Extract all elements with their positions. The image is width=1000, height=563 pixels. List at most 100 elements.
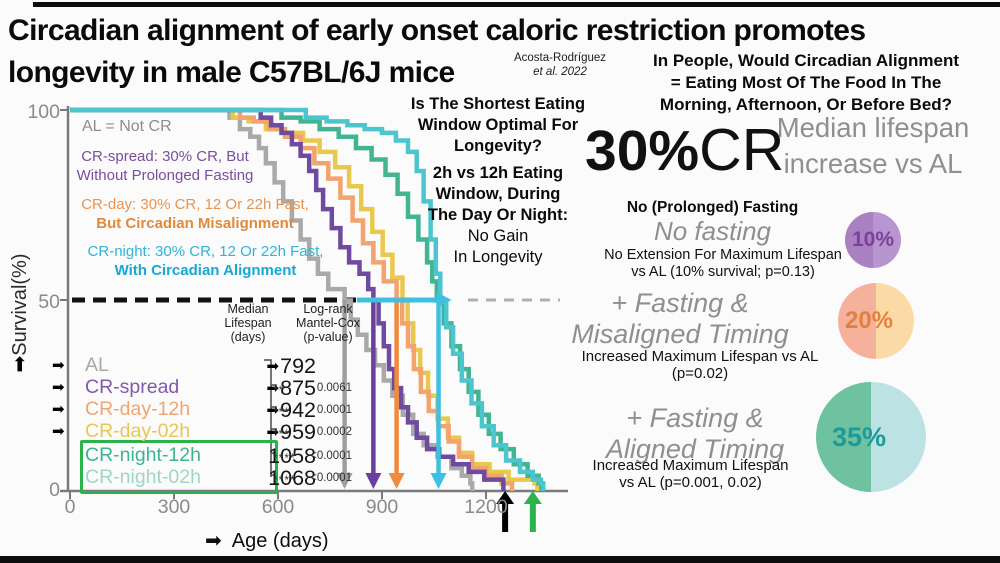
eating-window-question: Is The Shortest Eating Window Optimal Fo… bbox=[392, 94, 604, 268]
table-header-median-line3: (days) bbox=[230, 330, 266, 344]
table-row: CR-night-12h 1058 **** <0.0001 bbox=[50, 444, 370, 468]
row-label: CR-night-02h bbox=[85, 466, 201, 488]
section3-body: Increased Maximum Lifespan vs AL (p=0.00… bbox=[563, 457, 818, 491]
table-row: ➡ CR-day-12h ➡942 *** 0.0001 bbox=[50, 398, 370, 422]
significance-stars: **** bbox=[273, 473, 296, 487]
cr-label: CR bbox=[699, 117, 785, 183]
table-header-logrank-line2: Mantel-Cox bbox=[296, 316, 360, 330]
p-value: 0.0061 bbox=[316, 382, 352, 394]
p-value: 0.0002 bbox=[316, 426, 352, 438]
table-header-median-line2: Lifespan bbox=[224, 316, 272, 330]
mid-answer-line3: The Day Or Night: bbox=[427, 206, 569, 224]
row-label: AL bbox=[85, 354, 109, 376]
y-tick-100: 100 bbox=[27, 101, 60, 123]
legend-cr-day-line2: But Circadian Misalignment bbox=[96, 214, 294, 232]
row-label: CR-day-12h bbox=[85, 398, 191, 420]
x-axis-label-text: Age (days) bbox=[231, 530, 329, 552]
row-value: 942 bbox=[280, 398, 316, 422]
cr-night-highlight-box bbox=[80, 440, 278, 494]
people-question-line1: In People, Would Circadian Alignment bbox=[652, 51, 960, 70]
row-label: CR-night-12h bbox=[85, 444, 201, 466]
citation-year: et al. 2022 bbox=[533, 66, 587, 78]
x-axis-arrow-icon: ➡ bbox=[205, 530, 222, 552]
pie-20-percent: 20% bbox=[838, 283, 914, 359]
row-label: CR-day-02h bbox=[85, 420, 191, 442]
section3-italic-line2: Aligned Timing bbox=[605, 434, 785, 464]
top-border-bar bbox=[33, 2, 1000, 7]
pie-35-percent: 35% bbox=[816, 382, 926, 492]
section3-body-line2: vs AL (p=0.001, 0.02) bbox=[619, 474, 762, 491]
x-tick-0: 0 bbox=[64, 496, 76, 518]
section1-body-line1: No Extension For Maximum Lifespan bbox=[604, 247, 842, 263]
row-arrow-icon: ➡ bbox=[52, 357, 65, 374]
section2-body-line2: (p=0.02) bbox=[671, 365, 729, 382]
y-tick-50: 50 bbox=[38, 291, 60, 313]
legend-cr-night: CR-night: 30% CR, 12 Or 22h Fast, With C… bbox=[58, 243, 353, 280]
x-tick-300: 300 bbox=[157, 496, 191, 518]
mid-answer-line5: In Longevity bbox=[453, 248, 543, 266]
legend-cr-night-line1: CR-night: 30% CR, 12 Or 22h Fast, bbox=[87, 243, 324, 260]
mid-question-line1: Is The Shortest Eating bbox=[410, 95, 586, 113]
section1-italic: No fasting bbox=[653, 216, 772, 246]
table-row: CR-night-02h 1068 **** <0.0001 bbox=[50, 466, 370, 490]
section1-body-line2: vs AL (10% survival; p=0.13) bbox=[631, 264, 815, 280]
section2-italic-line1: + Fasting & bbox=[611, 288, 749, 318]
table-row: ➡ CR-spread ➡875 ** 0.0061 bbox=[50, 376, 370, 400]
table-header-logrank-line3: (p-value) bbox=[303, 330, 353, 344]
legend-cr-spread-line1: CR-spread: 30% CR, But bbox=[81, 148, 249, 165]
row-arrow-icon: ➡ bbox=[52, 401, 65, 418]
legend-cr-night-line2: With Circadian Alignment bbox=[114, 261, 297, 279]
row-arrow-icon: ➡ bbox=[52, 379, 65, 396]
people-question-line3: Morning, Afternoon, Or Before Bed? bbox=[659, 95, 953, 114]
legend-cr-spread-line2: Without Prolonged Fasting bbox=[76, 166, 254, 184]
x-tick-1200: 1200 bbox=[464, 496, 508, 518]
y-axis-label-text: Survival(%) bbox=[9, 253, 31, 356]
median-increase-heading-line1: Median lifespan bbox=[776, 112, 970, 143]
table-header-logrank: Log-rank Mantel-Cox (p-value) bbox=[280, 302, 376, 344]
p-value: <0.0001 bbox=[310, 450, 352, 462]
row-label: CR-spread bbox=[85, 376, 180, 398]
y-axis-label: ➡Survival(%) bbox=[7, 203, 33, 423]
pie-35-percent-label: 35% bbox=[831, 421, 887, 452]
survival-curves bbox=[70, 107, 546, 491]
cr-percentage: 30% bbox=[585, 119, 700, 183]
mid-question-line2: Window Optimal For bbox=[417, 116, 579, 134]
row-value: 792 bbox=[280, 354, 316, 378]
row-value: 959 bbox=[280, 420, 316, 444]
p-value: 0.0001 bbox=[316, 404, 352, 416]
row-value: 1068 bbox=[268, 466, 316, 490]
page-title-line1: Circadian alignment of early onset calor… bbox=[8, 14, 866, 47]
x-axis-label: ➡ Age (days) bbox=[205, 528, 328, 553]
row-value: 875 bbox=[280, 376, 316, 400]
cr-headline: 30%CR bbox=[585, 116, 784, 184]
legend-cr-day: CR-day: 30% CR, 12 Or 22h Fast, But Circ… bbox=[55, 196, 335, 233]
bottom-border-bar bbox=[0, 556, 1000, 563]
mid-answer-line1: 2h vs 12h Eating bbox=[432, 164, 564, 182]
value-arrow-icon: ➡ bbox=[266, 424, 280, 441]
section3-italic-line1: + Fasting & bbox=[626, 403, 764, 433]
pie-20-percent-label: 20% bbox=[844, 307, 894, 334]
page-title-line2: longevity in male C57BL/6J mice bbox=[8, 56, 455, 89]
y-axis-arrow-icon: ➡ bbox=[9, 355, 31, 373]
section2-italic-line2: Misaligned Timing bbox=[571, 319, 789, 349]
x-tick-900: 900 bbox=[365, 496, 399, 518]
mid-question-line3: Longevity? bbox=[453, 137, 542, 155]
legend-cr-day-line1: CR-day: 30% CR, 12 Or 22h Fast, bbox=[81, 196, 309, 213]
table-row: ➡ AL ➡792 bbox=[50, 354, 370, 378]
table-comparison-bracket bbox=[264, 359, 277, 477]
section1-heading: No (Prolonged) Fasting bbox=[626, 199, 799, 216]
table-header-median-line1: Median bbox=[227, 302, 269, 316]
section2-italic: + Fasting & Misaligned Timing bbox=[550, 288, 810, 350]
legend-cr-spread: CR-spread: 30% CR, But Without Prolonged… bbox=[60, 148, 270, 185]
value-arrow-icon: ➡ bbox=[266, 380, 280, 397]
y-tick-0: 0 bbox=[49, 479, 60, 501]
median-increase-heading: Median lifespan increase vs AL bbox=[765, 110, 981, 182]
section2-body-line1: Increased Maximum Lifespan vs AL bbox=[581, 348, 819, 365]
value-arrow-icon: ➡ bbox=[266, 402, 280, 419]
significance-stars: *** bbox=[273, 405, 291, 419]
section2-body: Increased Maximum Lifespan vs AL (p=0.02… bbox=[570, 348, 830, 382]
median-max-arrows bbox=[336, 292, 542, 532]
x-tick-600: 600 bbox=[261, 496, 295, 518]
row-arrow-icon: ➡ bbox=[52, 423, 65, 440]
people-question-line2: = Eating Most Of The Food In The bbox=[670, 73, 942, 92]
